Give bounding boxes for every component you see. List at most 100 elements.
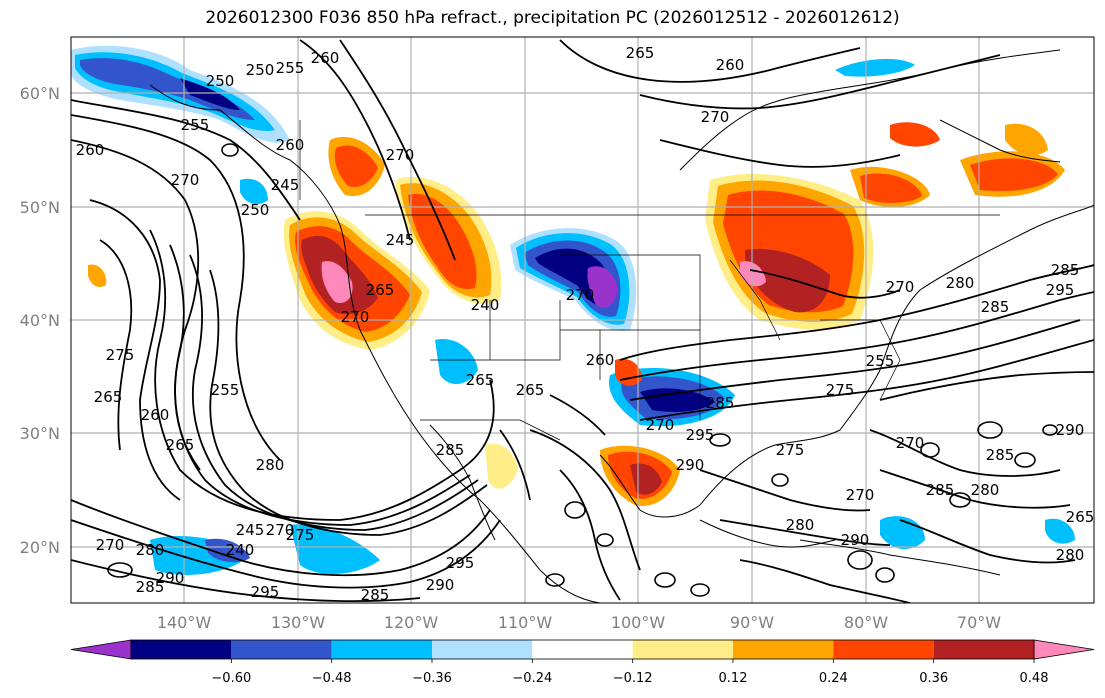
colorbar-tick-label: −0.48 [312,671,352,686]
contour-label: 250 [241,201,270,219]
contour-label: 260 [141,406,170,424]
contour-label: 275 [826,381,855,399]
contour-label: 280 [946,274,975,292]
colorbar-tick-label: 0.36 [919,671,948,686]
coastlines [149,49,1094,603]
contour-label: 270 [96,536,125,554]
map-title: 2026012300 F036 850 hPa refract., precip… [205,8,900,28]
contour-label: 265 [366,281,395,299]
contour-label: 285 [986,446,1015,464]
contour-label: 275 [776,441,805,459]
contour-label: 280 [786,516,815,534]
contour-label: 260 [276,136,305,154]
contour-label: 280 [256,456,285,474]
colorbar-tick-label: 0.12 [719,671,748,686]
contour-label: 260 [311,49,340,67]
colorbar-tick-label: 0.24 [819,671,848,686]
contour-label: 270 [701,108,730,126]
colorbar-tick-label: −0.12 [613,671,653,686]
contour-label: 285 [1051,261,1080,279]
latitude-label: 30°N [20,424,60,443]
longitude-label: 110°W [498,613,553,632]
contour-label: 265 [516,381,545,399]
contour-label: 285 [981,298,1010,316]
contour-label: 285 [136,578,165,596]
contour-label: 280 [136,541,165,559]
contour-label: 260 [76,141,105,159]
longitude-label: 100°W [611,613,666,632]
contour-label: 265 [466,371,495,389]
contour-label: 250 [246,61,275,79]
small-contour-rings [107,143,1058,597]
contour-label: 285 [926,481,955,499]
longitude-axis: 140°W 130°W 120°W 110°W 100°W 90°W 80°W 70°W [157,613,1001,632]
contour-label: 270 [171,171,200,189]
longitude-label: 80°W [844,613,888,632]
longitude-label: 130°W [271,613,326,632]
colorbar-segment [231,640,332,659]
contour-label: 260 [586,351,615,369]
colorbar-arrow-right [1033,639,1095,660]
contour-label: 240 [226,541,255,559]
colorbar-segment [432,640,533,659]
contour-label: 240 [471,296,500,314]
longitude-label: 140°W [157,613,212,632]
colorbar-tick-label: −0.36 [412,671,452,686]
contour-label: 265 [1066,508,1095,526]
colorbar-segment [933,640,1034,659]
contour-label: 295 [251,583,280,601]
contour-label: 270 [341,308,370,326]
contour-label: 270 [266,521,295,539]
colorbar-tick-label: 0.48 [1020,671,1049,686]
graticule [71,37,1094,603]
colorbar-segment [131,640,232,659]
colorbar-segment [632,640,733,659]
contour-label: 270 [846,486,875,504]
contour-label: 285 [436,441,465,459]
longitude-label: 90°W [730,613,774,632]
latitude-label: 50°N [20,198,60,217]
colorbar-tick-label: −0.60 [211,671,251,686]
contour-label: 295 [1046,281,1075,299]
contour-label: 285 [361,586,390,604]
latitude-axis: 60°N 50°N 40°N 30°N 20°N [20,84,60,557]
colorbar: −0.60 −0.48 −0.36 −0.24 −0.12 0.12 0.24 0.36 0.4… [70,639,1095,686]
colorbar-segment [532,640,633,659]
colorbar-segment [733,640,834,659]
contour-label: 265 [626,44,655,62]
latitude-label: 60°N [20,84,60,103]
contour-label: 270 [646,416,675,434]
colorbar-frame [130,639,1035,660]
contour-label: 275 [286,526,315,544]
contour-label: 290 [676,456,705,474]
latitude-label: 20°N [20,538,60,557]
map-frame [70,36,1095,604]
contour-label: 280 [1056,546,1085,564]
colorbar-segment [331,640,432,659]
contour-label: 290 [426,576,455,594]
latitude-label: 40°N [20,311,60,330]
longitude-label: 120°W [384,613,439,632]
contour-label: 290 [841,531,870,549]
colorbar-arrow-left [70,639,132,660]
contour-label: 265 [166,436,195,454]
contour-label: 290 [1056,421,1085,439]
contour-label: 270 [566,286,595,304]
contour-label: 245 [236,521,265,539]
contour-label: 245 [271,176,300,194]
contour-label: 280 [971,481,1000,499]
contour-label: 295 [686,426,715,444]
contour-label: 270 [386,146,415,164]
refractivity-contours [71,39,1094,603]
longitude-label: 70°W [957,613,1001,632]
contour-label: 265 [94,388,123,406]
contour-label: 255 [181,116,210,134]
contour-label: 270 [886,278,915,296]
contour-label: 255 [276,59,305,77]
colorbar-tick-label: −0.24 [512,671,552,686]
contour-label: 250 [206,72,235,90]
contour-label: 295 [446,554,475,572]
